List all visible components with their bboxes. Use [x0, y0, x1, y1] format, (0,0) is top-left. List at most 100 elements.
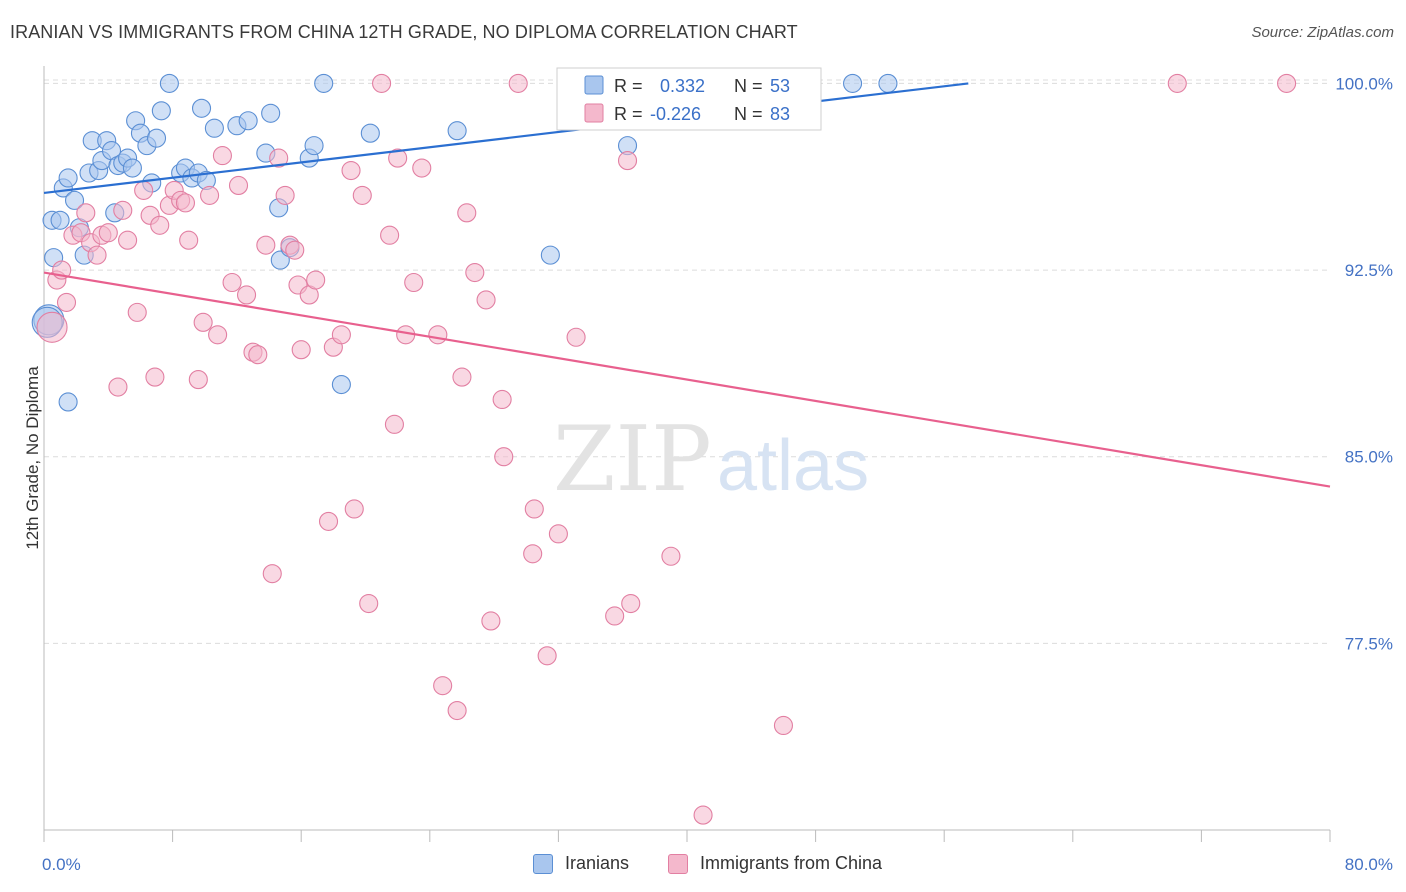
y-tick-label: 77.5%: [1345, 634, 1393, 653]
legend-r-value-china: -0.226: [650, 104, 701, 124]
china-point: [388, 148, 408, 168]
china-point: [344, 499, 364, 519]
china-point: [621, 593, 641, 614]
china-point: [372, 73, 392, 93]
china-point: [113, 200, 133, 220]
iranian-point: [64, 190, 85, 210]
china-point: [179, 230, 199, 250]
china-point: [661, 546, 681, 566]
china-point: [494, 447, 514, 467]
china-point: [433, 676, 453, 696]
legend-n-label-iranians: N =: [734, 76, 763, 96]
china-point: [404, 272, 424, 293]
china-point: [465, 263, 485, 283]
china-point: [291, 340, 311, 360]
china-point: [56, 292, 77, 312]
china-point: [359, 593, 379, 614]
y-tick-label: 100.0%: [1335, 74, 1393, 93]
iranian-point: [146, 128, 167, 148]
china-point: [428, 325, 448, 345]
china-point: [285, 240, 305, 260]
legend-swatch-iranians-bottom: [533, 853, 553, 874]
legend-swatch-iranians: [584, 75, 604, 95]
china-point: [228, 175, 249, 196]
china-point: [566, 327, 586, 347]
legend-n-value-china: 83: [770, 104, 790, 124]
china-point: [236, 285, 257, 305]
china-point: [1277, 73, 1297, 93]
china-point: [617, 151, 638, 171]
iranian-point: [58, 168, 78, 188]
y-tick-label: 92.5%: [1345, 261, 1393, 280]
legend-item-china: Immigrants from China: [668, 853, 882, 874]
legend-r-value-iranians: 0.332: [660, 76, 705, 96]
iranian-point: [360, 123, 380, 143]
legend-n-value-iranians: 53: [770, 76, 790, 96]
china-point: [412, 158, 432, 178]
china-point: [200, 185, 220, 205]
china-point: [188, 370, 208, 390]
iranian-point: [58, 392, 78, 412]
china-point: [256, 235, 276, 255]
legend-swatch-china-bottom: [668, 853, 688, 874]
x-tick-label: 80.0%: [1345, 855, 1393, 874]
china-point: [76, 203, 96, 223]
iranian-point: [261, 103, 281, 123]
source-credit: Source: ZipAtlas.com: [1251, 24, 1394, 41]
china-point: [118, 230, 138, 250]
china-point: [341, 160, 361, 181]
china-point: [384, 414, 404, 434]
x-tick-label: 0.0%: [42, 855, 81, 874]
china-point: [269, 148, 289, 168]
china-point: [693, 805, 713, 825]
china-point: [127, 302, 147, 322]
iranian-point: [122, 158, 142, 178]
china-point: [447, 700, 467, 721]
china-point: [352, 185, 372, 205]
iranian-point: [447, 121, 467, 141]
y-axis-label: 12th Grade, No Diploma: [23, 366, 42, 550]
china-point: [452, 367, 472, 387]
watermark-zip: ZIP: [553, 407, 712, 512]
iranian-point: [238, 111, 258, 131]
china-point: [262, 564, 282, 584]
legend-label-iranians: Iranians: [565, 853, 630, 873]
iranian-point: [878, 73, 898, 93]
legend-swatch-china: [584, 103, 604, 123]
china-point: [36, 311, 68, 343]
legend-label-china: Immigrants from China: [700, 853, 883, 873]
china-point: [318, 511, 339, 531]
china-point: [524, 499, 544, 519]
china-point: [476, 290, 496, 310]
china-point: [108, 377, 128, 397]
china-point: [150, 215, 170, 235]
iranian-point: [843, 73, 863, 93]
china-point: [98, 223, 118, 243]
iranian-point: [314, 73, 334, 93]
china-point: [134, 180, 154, 200]
china-point: [773, 715, 794, 736]
china-point: [208, 325, 228, 345]
china-point: [331, 325, 351, 345]
legend-item-iranians: Iranians: [533, 853, 629, 874]
china-point: [306, 270, 326, 290]
china-point: [1167, 73, 1187, 93]
china-trend-line: [43, 271, 1331, 488]
iranian-point: [540, 245, 560, 265]
china-point: [193, 312, 213, 332]
iranians-trend-line: [43, 82, 969, 195]
china-point: [222, 272, 242, 293]
china-point: [145, 367, 165, 387]
china-point: [605, 606, 625, 626]
china-point: [457, 203, 477, 223]
china-point: [492, 389, 512, 410]
iranian-point: [304, 136, 324, 156]
iranian-point: [159, 73, 179, 93]
china-point: [275, 185, 295, 205]
china-point: [212, 146, 232, 166]
legend-n-label-china: N =: [734, 104, 763, 124]
iranian-point: [50, 210, 70, 230]
iranian-point: [151, 101, 171, 121]
china-point: [523, 544, 543, 564]
iranian-point: [204, 118, 224, 138]
